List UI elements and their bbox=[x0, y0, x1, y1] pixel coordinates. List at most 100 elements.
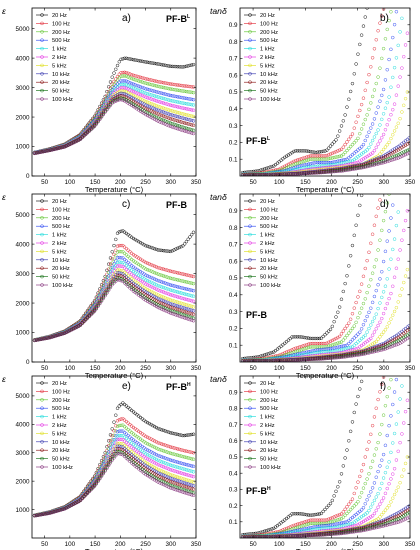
data-point bbox=[103, 294, 107, 298]
data-point bbox=[145, 77, 150, 81]
legend-marker bbox=[248, 207, 252, 212]
data-point bbox=[108, 86, 113, 90]
data-point bbox=[328, 327, 333, 332]
data-point bbox=[145, 100, 150, 104]
data-point bbox=[119, 417, 123, 421]
data-point bbox=[151, 438, 155, 442]
x-tick-label: 300 bbox=[379, 179, 390, 186]
data-point bbox=[385, 68, 389, 72]
data-point bbox=[112, 262, 116, 266]
data-point bbox=[394, 56, 399, 60]
data-point bbox=[158, 91, 162, 95]
data-point bbox=[108, 99, 113, 103]
data-point bbox=[378, 347, 382, 351]
data-point bbox=[376, 162, 380, 166]
legend-marker bbox=[248, 249, 252, 254]
data-point bbox=[380, 332, 384, 337]
x-tick-label: 150 bbox=[90, 365, 101, 372]
data-point bbox=[405, 137, 410, 142]
series-5-khz bbox=[240, 90, 410, 176]
data-point bbox=[145, 268, 150, 272]
data-point bbox=[163, 92, 167, 96]
data-point bbox=[108, 266, 113, 270]
data-point bbox=[122, 266, 127, 270]
data-point bbox=[339, 147, 344, 152]
data-point bbox=[378, 320, 382, 324]
data-point bbox=[179, 454, 183, 458]
data-point bbox=[131, 73, 136, 78]
data-point bbox=[96, 120, 100, 124]
data-point bbox=[112, 86, 116, 90]
data-point bbox=[385, 339, 389, 344]
data-point bbox=[182, 306, 187, 310]
data-point bbox=[314, 348, 318, 352]
data-point bbox=[135, 255, 139, 259]
data-point bbox=[122, 99, 127, 103]
data-point bbox=[301, 159, 305, 164]
data-point bbox=[165, 123, 169, 127]
data-point bbox=[326, 157, 331, 161]
data-point bbox=[345, 167, 349, 171]
data-point bbox=[396, 300, 400, 304]
data-point bbox=[191, 85, 196, 89]
data-point bbox=[174, 126, 178, 130]
data-point bbox=[154, 62, 159, 66]
data-point bbox=[121, 260, 125, 265]
data-point bbox=[369, 336, 373, 341]
data-point bbox=[181, 106, 185, 110]
data-point bbox=[135, 104, 139, 109]
data-point bbox=[165, 102, 169, 106]
data-point bbox=[161, 63, 166, 67]
data-point bbox=[374, 312, 378, 316]
data-point bbox=[161, 295, 166, 299]
data-point bbox=[105, 100, 109, 105]
data-point bbox=[119, 57, 123, 62]
data-point bbox=[96, 471, 100, 476]
data-point bbox=[172, 109, 176, 114]
data-point bbox=[259, 359, 263, 362]
data-point bbox=[112, 449, 116, 454]
data-point bbox=[295, 149, 300, 153]
legend-label: 1 kHz bbox=[260, 233, 275, 239]
data-point bbox=[182, 89, 187, 93]
data-point bbox=[96, 468, 100, 473]
data-point bbox=[190, 450, 194, 455]
data-point bbox=[144, 293, 148, 297]
x-tick-label: 100 bbox=[274, 365, 285, 372]
data-point bbox=[294, 349, 298, 354]
data-point bbox=[174, 118, 178, 123]
data-point bbox=[96, 473, 100, 477]
data-point bbox=[319, 357, 324, 361]
data-point bbox=[138, 278, 143, 283]
data-point bbox=[321, 164, 325, 168]
data-point bbox=[380, 161, 384, 165]
data-point bbox=[177, 308, 182, 312]
y-tick-label: 2000 bbox=[15, 114, 30, 121]
data-point bbox=[186, 107, 190, 111]
data-point bbox=[339, 124, 344, 128]
data-point bbox=[341, 289, 345, 294]
data-point bbox=[259, 173, 263, 176]
data-point bbox=[310, 157, 314, 161]
data-point bbox=[191, 464, 196, 469]
data-point bbox=[110, 283, 114, 287]
x-axis-label: Temperature (°C) bbox=[85, 185, 144, 194]
data-point bbox=[348, 154, 353, 158]
data-point bbox=[345, 274, 349, 278]
data-point bbox=[170, 113, 174, 117]
data-point bbox=[314, 357, 318, 361]
data-point bbox=[317, 160, 322, 165]
data-point bbox=[257, 359, 261, 362]
data-point bbox=[363, 352, 367, 356]
data-point bbox=[188, 298, 192, 303]
data-point bbox=[400, 333, 404, 337]
data-point bbox=[54, 147, 58, 151]
data-point bbox=[131, 86, 136, 90]
data-point bbox=[152, 264, 157, 268]
data-point bbox=[170, 117, 174, 121]
legend-label: 20 Hz bbox=[260, 13, 275, 19]
data-point bbox=[170, 99, 174, 103]
data-point bbox=[149, 97, 153, 101]
data-point bbox=[380, 270, 384, 274]
